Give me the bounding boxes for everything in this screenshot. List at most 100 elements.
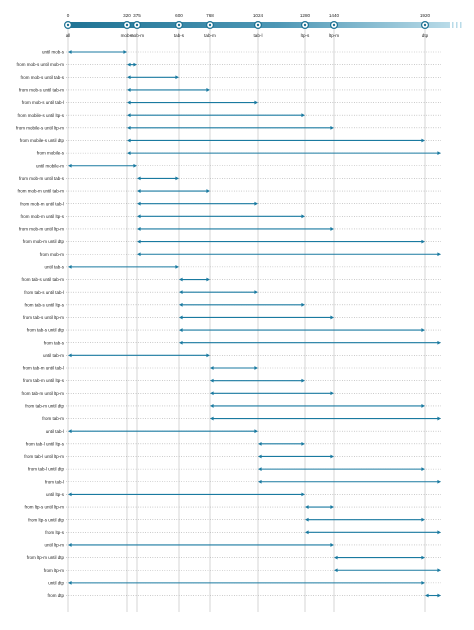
range-row: from tab-l until dtp [28, 467, 441, 472]
scale-bar-tail-mark [452, 22, 454, 28]
range-arrowhead-right [437, 151, 441, 156]
range-row: from tab-l [45, 479, 441, 484]
breakpoint-name: tab-s [174, 33, 185, 38]
range-label: from tab-m until ltp-m [21, 391, 64, 396]
range-label: until ltp-m [44, 543, 64, 548]
range-label: from ltp-m until dtp [27, 555, 65, 560]
range-label: from tab-l [45, 479, 64, 484]
range-row: from mob-m until ltp-s [20, 214, 441, 219]
range-row: from mobile-s until dtp [20, 138, 441, 143]
range-arrowhead-left [127, 125, 131, 130]
breakpoint-value: 1920 [420, 13, 431, 18]
range-arrowhead-left [425, 593, 429, 598]
range-arrowhead-right [437, 252, 441, 257]
range-label: from mob-s until tab-s [20, 75, 64, 80]
range-label: until tab-s [44, 264, 64, 269]
range-arrowhead-left [210, 378, 214, 383]
range-arrowhead-left [127, 75, 131, 80]
range-arrowhead-left [137, 214, 141, 219]
range-arrowhead-right [330, 454, 334, 459]
breakpoint-node-dot [332, 23, 336, 27]
range-label: from mob-m [40, 252, 65, 257]
range-arrowhead-left [179, 315, 183, 320]
range-arrowhead-left [179, 340, 183, 345]
range-row: from mob-m until ltp-m [19, 227, 441, 232]
range-arrowhead-left [137, 189, 141, 193]
range-row: from mob-m [40, 252, 441, 257]
range-row: from tab-l until ltp-s [26, 441, 441, 446]
breakpoint-node-dot [423, 23, 427, 27]
range-row: from ltp-s [45, 530, 441, 535]
breakpoint-name: ltp-m [329, 33, 339, 38]
range-arrowhead-left [68, 543, 72, 547]
breakpoint-value: 1280 [300, 13, 311, 18]
range-arrowhead-right [301, 492, 305, 497]
range-label: until ltp-s [46, 492, 65, 497]
range-label: from mob-s until mob-m [16, 62, 64, 67]
range-arrowhead-right [254, 201, 258, 206]
range-arrowhead-right [301, 113, 305, 118]
range-arrowhead-left [210, 404, 214, 408]
range-arrowhead-right [123, 50, 127, 54]
range-row: until tab-l [46, 429, 441, 434]
range-label: from tab-l until ltp-m [24, 454, 64, 459]
breakpoint-node-dot [208, 23, 212, 27]
breakpoint-name: mob-s [121, 33, 134, 38]
range-row: from tab-m until ltp-s [23, 378, 441, 383]
breakpoint-value: 320 [123, 13, 131, 18]
range-label: from mob-m until dtp [23, 239, 65, 244]
range-arrowhead-right [206, 277, 210, 282]
range-arrowhead-left [258, 479, 262, 484]
range-label: until tab-m [43, 353, 64, 358]
range-row: from mob-s until tab-s [20, 75, 441, 80]
range-row: from mob-m until tab-m [17, 189, 441, 194]
range-row: from mob-m until tab-s [19, 176, 441, 181]
breakpoint-value: 0 [67, 13, 70, 18]
range-label: from tab-s until tab-l [24, 290, 64, 295]
range-arrowhead-left [137, 176, 141, 181]
range-arrowhead-right [206, 189, 210, 193]
range-label: from tab-l until ltp-s [26, 441, 65, 446]
range-arrowhead-right [421, 580, 425, 585]
range-arrowhead-left [179, 290, 183, 295]
range-row: from tab-l until ltp-m [24, 454, 441, 459]
range-arrowhead-left [68, 353, 72, 358]
scale-bar-tail-mark [456, 22, 458, 28]
range-arrowhead-right [175, 176, 179, 181]
range-label: from tab-s until dtp [27, 328, 65, 333]
breakpoint-guides [67, 28, 426, 612]
breakpoint-value: 600 [175, 13, 183, 18]
breakpoint-node-dot [256, 23, 260, 27]
range-row: from ltp-m [44, 568, 441, 573]
range-arrowhead-left [68, 50, 72, 54]
range-label: from tab-m [42, 416, 64, 421]
range-arrowhead-left [127, 88, 131, 92]
range-label: from tab-s until tab-m [21, 277, 64, 282]
range-arrowhead-left [305, 505, 309, 509]
range-arrowhead-left [305, 517, 309, 522]
range-arrowhead-right [437, 479, 441, 484]
range-row: from mobile-s [37, 151, 441, 156]
range-label: from ltp-s until ltp-m [24, 505, 64, 510]
range-arrowhead-left [127, 62, 131, 67]
range-arrowhead-right [421, 467, 425, 472]
range-label: from mob-m until ltp-s [20, 214, 64, 219]
range-row: from mob-s until tab-l [22, 100, 441, 105]
range-arrowhead-left [210, 366, 214, 370]
breakpoint-value: 1440 [329, 13, 340, 18]
breakpoint-node-dot [303, 23, 307, 27]
range-row: from mob-s until tab-m [19, 88, 441, 93]
range-arrowhead-right [254, 290, 258, 295]
breakpoint-name: dtp [422, 33, 429, 38]
breakpoint-name: all [66, 33, 71, 38]
breakpoint-value: 375 [133, 13, 141, 18]
range-row: from mobile-s until ltp-m [16, 125, 441, 130]
breakpoint-name: tab-m [204, 33, 216, 38]
range-label: until mobile-m [36, 163, 64, 168]
range-label: from mobile-s until ltp-s [17, 113, 64, 118]
range-label: until tab-l [46, 429, 64, 434]
range-arrowhead-left [137, 227, 141, 231]
range-arrowhead-right [330, 391, 334, 396]
range-label: from mob-m until tab-l [20, 201, 64, 206]
